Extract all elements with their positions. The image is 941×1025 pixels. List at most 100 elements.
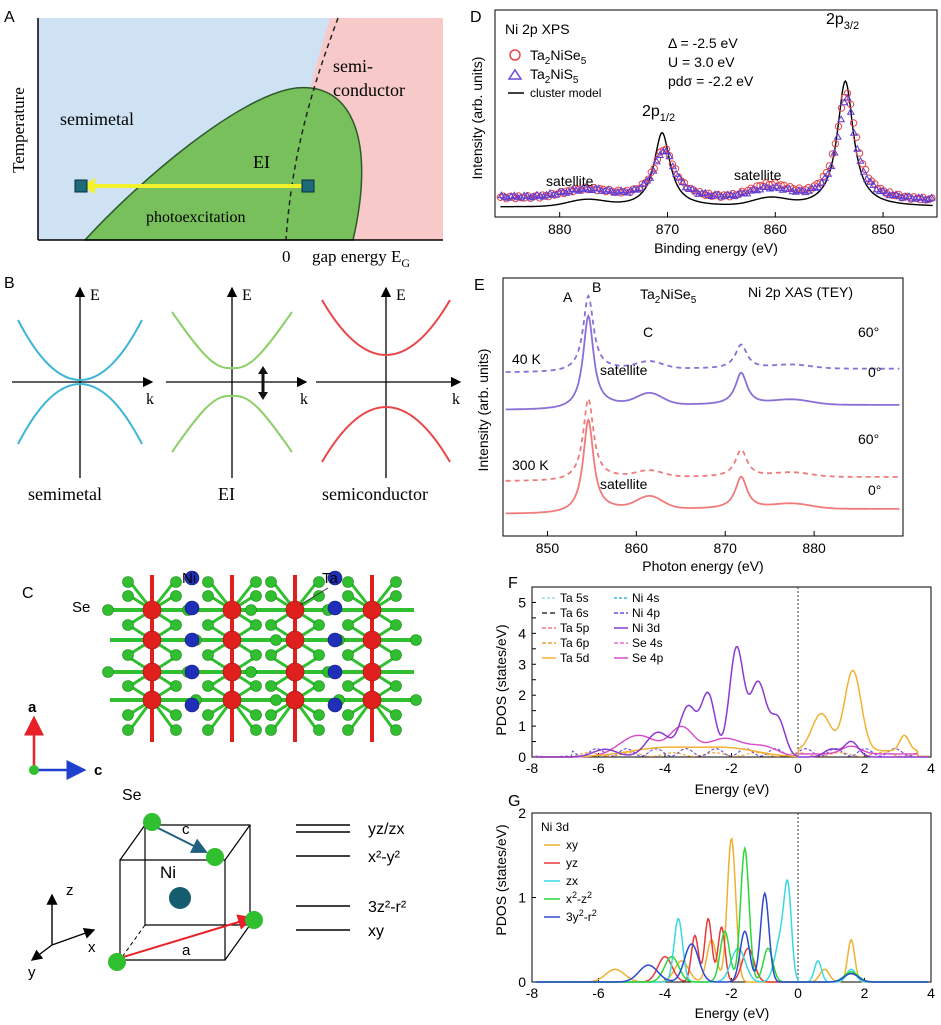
xps-ta2nis5-point	[532, 190, 542, 198]
se-atom	[202, 709, 214, 721]
se-atom	[250, 649, 262, 661]
se-atom	[245, 666, 257, 678]
g-ytick-label: 0	[518, 974, 526, 990]
xas-tick-label: 880	[802, 540, 826, 556]
svg-text:k: k	[300, 391, 308, 408]
xps-ta2nis5-point	[853, 144, 862, 152]
se-atom	[390, 576, 402, 588]
band-semimetal: E k semimetal	[12, 286, 154, 504]
xps-ta2nis5-point	[626, 186, 635, 194]
se-atom	[265, 590, 277, 602]
panel-label-b: B	[4, 275, 15, 292]
svg-text:y: y	[28, 964, 36, 981]
xps-ta2nis5-point	[924, 195, 933, 202]
xps-ta2nis5-point	[775, 184, 784, 192]
xps-ta2nis5-point	[662, 146, 671, 154]
panel-e: E 850 860 870 880 Ta2NiSe5 Ni 2p XAS (TEY) …	[474, 277, 904, 574]
f-ytick-label: 1	[518, 718, 526, 734]
xps-ta2nis5-point	[633, 185, 642, 193]
xps-ta2nis5-point	[678, 178, 687, 186]
pdos-g-ylabel: PDOS (states/eV)	[493, 824, 509, 935]
g-legend-title: Ni 3d	[541, 820, 569, 834]
se-atom	[390, 619, 402, 631]
xps-ta2nis5-point	[607, 186, 616, 194]
ni-atom	[184, 632, 200, 648]
xps-ta2nis5-point	[846, 107, 855, 115]
xps-ta2nis5-point	[542, 190, 551, 198]
xas-40k-60deg-line	[505, 294, 900, 373]
xps-ta2nis5-point	[571, 185, 580, 193]
xps-ta2nis5-point	[604, 185, 613, 193]
f-xtick-label: 2	[861, 760, 869, 776]
ta-atom	[362, 690, 382, 710]
peak-2p12-label: 2p1/2	[642, 103, 675, 124]
se-atom	[390, 709, 402, 721]
xps-ta2nis5-point	[701, 188, 710, 196]
xps-ta2nis5-point	[859, 167, 868, 175]
se-atom	[342, 590, 354, 602]
xps-ta2nis5-point	[872, 185, 881, 193]
g-legend-label: x2-z2	[566, 890, 592, 906]
xps-ta2nise5-point	[843, 89, 852, 97]
se-atom	[313, 619, 325, 631]
svg-text:a: a	[182, 942, 191, 959]
se-atom	[313, 724, 325, 736]
g-ytick-label: 2	[518, 805, 526, 821]
se-atom	[313, 680, 325, 692]
f-ytick-label: 4	[518, 625, 526, 641]
se-atom	[265, 576, 277, 588]
ni-atom	[327, 697, 343, 713]
xps-ta2nis5-point	[833, 132, 842, 140]
se-atom	[265, 649, 277, 661]
xps-ta2nis5-point	[840, 98, 849, 106]
peak-2p32-label: 2p3/2	[826, 11, 859, 32]
se-atom	[122, 724, 134, 736]
se-atom	[170, 576, 182, 588]
xps-ta2nis5-point	[581, 183, 590, 191]
f-ytick-label: 2	[518, 687, 526, 703]
ta-atom	[285, 662, 305, 682]
xps-tick-label: 860	[764, 221, 788, 237]
xps-ta2nis5-point	[801, 188, 810, 196]
xps-plot: 880 870 860 850	[496, 79, 936, 237]
f-xtick-label: 4	[927, 760, 935, 776]
se-atom	[390, 680, 402, 692]
xps-ta2nis5-point	[539, 192, 548, 200]
panel-label-e: E	[474, 277, 485, 294]
f-legend-label: Ni 3d	[632, 621, 660, 635]
se-atom	[170, 680, 182, 692]
ta-atom-label: Ta	[322, 570, 339, 587]
xps-ta2nise5-point	[831, 140, 840, 148]
se-atom	[265, 680, 277, 692]
xps-ta2nis5-point	[904, 192, 914, 200]
se-atom	[342, 649, 354, 661]
initial-state-marker	[301, 179, 315, 193]
se-atom	[122, 680, 134, 692]
xas-40k-0deg-line	[505, 313, 900, 411]
panel-label-f: F	[508, 575, 518, 592]
xps-ta2nis5-point	[558, 187, 567, 195]
f-ta5d-line	[535, 669, 929, 758]
band-ei: E k EI	[166, 286, 308, 504]
xps-xlabel: Binding energy (eV)	[654, 240, 778, 256]
g-series-1-line	[535, 917, 929, 983]
f-xtick-label: 0	[794, 760, 802, 776]
xps-tick-label: 850	[871, 221, 895, 237]
ta-atom	[285, 630, 305, 650]
se-atom	[122, 590, 134, 602]
xps-ta2nis5-point	[830, 148, 839, 156]
xps-ta2nis5-point	[704, 191, 713, 198]
se-atom	[390, 649, 402, 661]
panel-a: A Temperature semimetal EI semi- conduct…	[4, 9, 443, 270]
svg-text:0°: 0°	[868, 364, 881, 380]
f-legend-label: Se 4p	[632, 651, 664, 665]
xps-ta2nis5-point	[714, 190, 723, 198]
se-atom	[342, 709, 354, 721]
xps-ta2nis5-point	[837, 115, 846, 123]
xps-cluster-model-line	[500, 79, 933, 208]
f-ytick-label: 5	[518, 594, 526, 610]
xps-ta2nis5-point	[536, 191, 545, 199]
ni-atom	[184, 570, 200, 586]
